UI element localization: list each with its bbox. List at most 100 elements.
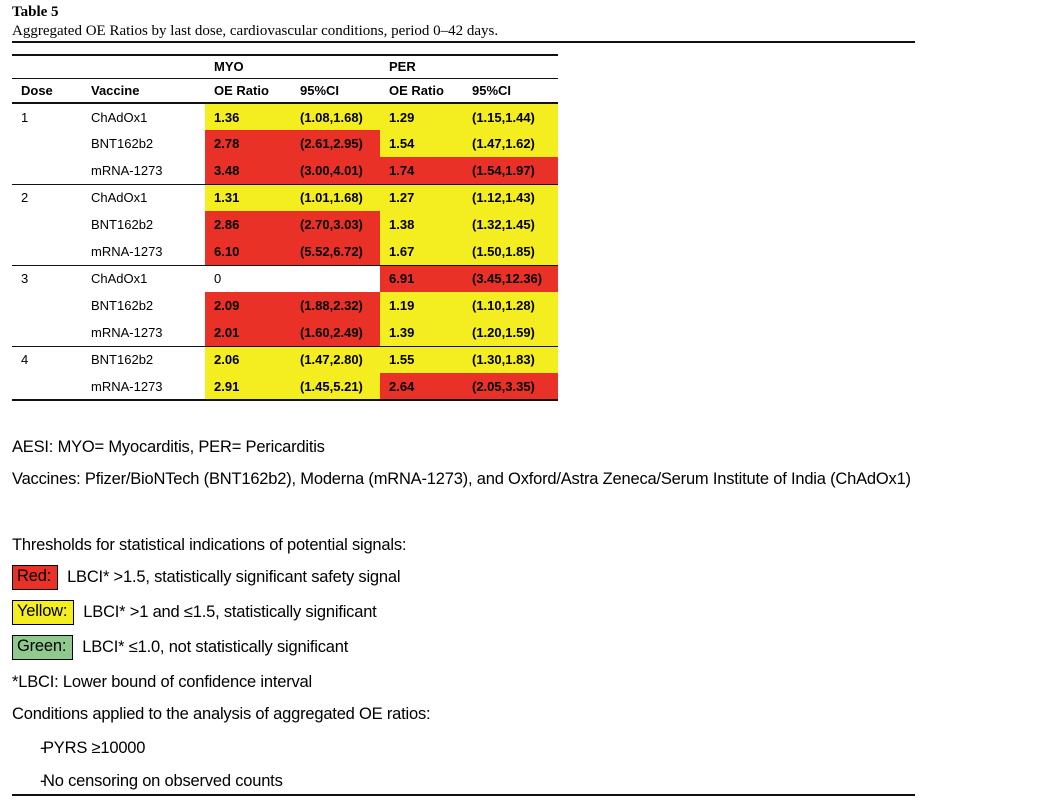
col-header-myo-ci: 95%CI [295,78,380,104]
vaccine-cell: BNT162b2 [91,298,154,313]
myo-ci-cell: (1.88,2.32) [295,292,380,319]
note-vaccines: Vaccines: Pfizer/BioNTech (BNT162b2), Mo… [12,470,911,488]
dose-cell [12,319,82,346]
table-caption: Aggregated OE Ratios by last dose, cardi… [12,23,499,39]
per-oe-cell: 1.39 [380,319,467,346]
dose-cell: 3 [12,264,82,292]
myo-oe-cell: 2.91 [205,373,295,400]
note-conditions-title: Conditions applied to the analysis of ag… [12,705,431,723]
legend-item-yellow: Yellow: LBCI* >1 and ≤1.5, statistically… [12,600,377,625]
table-row: 4 BNT162b2 2.06 (1.47,2.80) 1.55 (1.30,1.83) [12,345,559,373]
per-oe-cell: 6.91 [380,264,467,292]
table-body: 1 ChAdOx1 1.36 (1.08,1.68) 1.29 (1.15,1.44) BN… [12,102,559,400]
myo-ci-cell: (5.52,6.72) [295,238,380,265]
legend-red-text: LBCI* >1.5, statistically significant sa… [67,567,401,586]
page-bottom-rule [12,794,915,796]
vaccine-cell: ChAdOx1 [82,102,205,130]
per-ci-cell: (2.05,3.35) [467,373,559,400]
dose-cell: 4 [12,345,82,373]
table-row: BNT162b2 2.09 (1.88,2.32) 1.19 (1.10,1.28) [12,292,559,319]
dose-cell [12,211,82,238]
myo-ci-cell: (2.61,2.95) [295,130,380,157]
col-header-myo-oe: OE Ratio [205,78,295,104]
vaccine-cell: mRNA-1273 [91,243,163,259]
per-oe-cell: 1.54 [380,130,467,157]
legend-yellow-text: LBCI* >1 and ≤1.5, statistically signifi… [83,602,377,621]
myo-ci-cell: (1.45,5.21) [295,373,380,400]
table-row: 2 ChAdOx1 1.31 (1.01,1.68) 1.27 (1.12,1.43) [12,183,559,211]
dose-cell [12,157,82,184]
note-aesi: AESI: MYO= Myocarditis, PER= Pericarditi… [12,438,325,456]
myo-ci-cell: (1.47,2.80) [295,345,380,373]
per-ci-cell: (1.12,1.43) [467,183,559,211]
per-ci-cell: (1.54,1.97) [467,157,559,184]
dose-cell [12,130,82,157]
vaccine-cell: mRNA-1273 [91,378,163,394]
table-row: mRNA-1273 2.01 (1.60,2.49) 1.39 (1.20,1.59) [12,319,559,346]
condition-text: No censoring on observed counts [43,772,283,790]
myo-oe-cell: 1.31 [205,183,295,211]
col-header-dose: Dose [12,78,82,104]
table-row: mRNA-1273 2.91 (1.45,5.21) 2.64 (2.05,3.35) [12,373,559,400]
table-row: mRNA-1273 3.48 (3.00,4.01) 1.74 (1.54,1.97) [12,157,559,184]
red-swatch: Red: [12,565,59,590]
note-lbci: *LBCI: Lower bound of confidence interva… [12,673,312,691]
vaccine-cell: BNT162b2 [91,217,154,232]
dose-cell: 1 [12,102,82,130]
table-number: Table 5 [12,4,59,20]
condition-item: -PYRS ≥10000 [12,739,145,758]
per-oe-cell: 1.29 [380,102,467,130]
vaccine-cell: mRNA-1273 [91,324,163,340]
oe-ratio-table: MYO PER Dose Vaccine OE Ratio 95%CI OE R… [12,54,559,401]
vaccine-cell: BNT162b2 [82,345,205,373]
per-ci-cell: (1.30,1.83) [467,345,559,373]
myo-oe-cell: 1.36 [205,102,295,130]
table-row: mRNA-1273 6.10 (5.52,6.72) 1.67 (1.50,1.85) [12,238,559,265]
condition-item: -No censoring on observed counts [12,772,283,791]
myo-oe-cell: 2.86 [205,211,295,238]
myo-oe-cell: 2.09 [205,292,295,319]
per-oe-cell: 2.64 [380,373,467,400]
myo-ci-cell: (3.00,4.01) [295,157,380,184]
myo-ci-cell [295,264,380,292]
legend-title: Thresholds for statistical indications o… [12,536,407,554]
table-row: 1 ChAdOx1 1.36 (1.08,1.68) 1.29 (1.15,1.44) [12,102,559,130]
myo-oe-cell: 2.78 [205,130,295,157]
vaccine-cell: mRNA-1273 [91,162,163,178]
legend-item-green: Green: LBCI* ≤1.0, not statistically sig… [12,635,348,660]
dose-cell [12,292,82,319]
legend-green-text: LBCI* ≤1.0, not statistically significan… [82,637,349,656]
vaccine-cell: ChAdOx1 [82,183,205,211]
col-header-per-oe: OE Ratio [380,78,467,104]
per-oe-cell: 1.74 [380,157,467,184]
myo-ci-cell: (2.70,3.03) [295,211,380,238]
per-ci-cell: (1.10,1.28) [467,292,559,319]
per-ci-cell: (1.20,1.59) [467,319,559,346]
dose-cell: 2 [12,183,82,211]
per-ci-cell: (1.15,1.44) [467,102,559,130]
dose-cell [12,238,82,265]
per-oe-cell: 1.55 [380,345,467,373]
group-header-myo: MYO [205,54,380,79]
per-ci-cell: (1.47,1.62) [467,130,559,157]
col-header-per-ci: 95%CI [467,78,559,104]
bullet-dash: - [40,739,46,757]
group-header-row: MYO PER [12,54,559,79]
caption-rule [12,41,915,43]
condition-text: PYRS ≥10000 [43,739,146,757]
vaccine-cell: ChAdOx1 [82,264,205,292]
per-oe-cell: 1.38 [380,211,467,238]
legend-item-red: Red: LBCI* >1.5, statistically significa… [12,565,401,590]
vaccine-cell: BNT162b2 [91,136,154,151]
per-oe-cell: 1.27 [380,183,467,211]
yellow-swatch: Yellow: [12,600,75,625]
myo-oe-cell: 0 [205,264,295,292]
myo-oe-cell: 2.06 [205,345,295,373]
group-header-spacer [12,54,205,79]
per-oe-cell: 1.67 [380,238,467,265]
myo-oe-cell: 3.48 [205,157,295,184]
bullet-dash: - [40,772,46,790]
table-row: BNT162b2 2.78 (2.61,2.95) 1.54 (1.47,1.62) [12,130,559,157]
per-ci-cell: (3.45,12.36) [467,264,559,292]
